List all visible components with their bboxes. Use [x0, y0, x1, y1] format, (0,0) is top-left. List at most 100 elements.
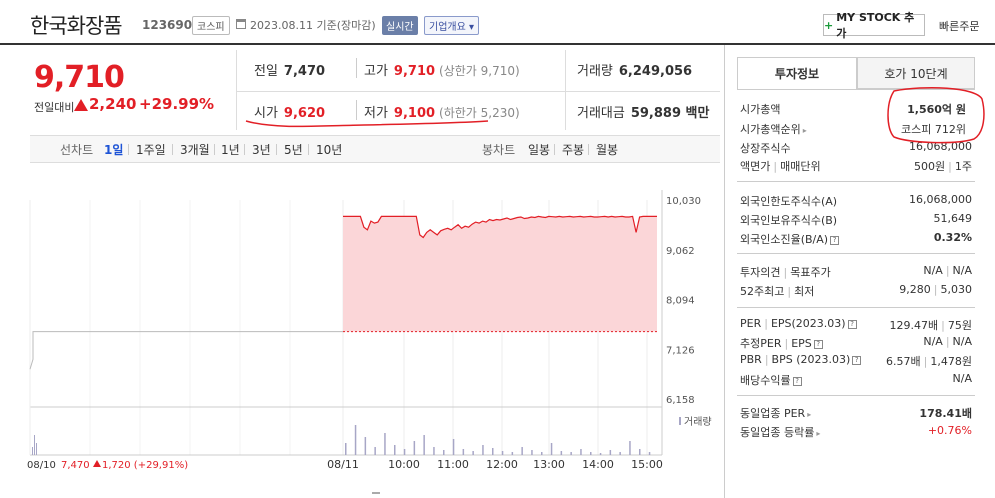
- tab-weekly-candle[interactable]: 주봉: [562, 143, 585, 157]
- tab-orderbook[interactable]: 호가 10단계: [857, 57, 975, 89]
- volume-bar: [433, 447, 435, 455]
- tab-1week[interactable]: 1주일: [136, 143, 166, 157]
- volume-legend-swatch: [679, 417, 681, 425]
- row-label-text: 액면가: [740, 160, 771, 173]
- row-label: PBR | BPS (2023.03)?: [740, 353, 862, 366]
- stat-label: 전일: [254, 64, 278, 79]
- row-label-text: 투자의견: [740, 266, 781, 279]
- x-tick-label: 11:00: [437, 458, 469, 471]
- divider: [554, 144, 555, 155]
- divider: [737, 181, 975, 182]
- row-per-eps: PER | EPS(2023.03)? 129.47배 | 75원: [740, 317, 972, 333]
- row-value: N/A: [952, 372, 972, 385]
- row-label: 외국인보유주식수(B): [740, 214, 838, 227]
- divider: [214, 144, 215, 155]
- volume-bar: [32, 447, 33, 455]
- row-industry-per[interactable]: 동일업종 PER ▸ 178.41배: [740, 405, 972, 421]
- prev-day-change: 1,720 (+29,91%): [102, 460, 188, 471]
- help-icon[interactable]: ?: [852, 356, 862, 365]
- mystock-label: MY STOCK 추가: [836, 11, 915, 40]
- prev-day-label: 08/10: [27, 460, 56, 471]
- help-icon[interactable]: ?: [830, 236, 840, 245]
- add-mystock-button[interactable]: + MY STOCK 추가: [823, 11, 925, 40]
- divider: [128, 144, 129, 155]
- row-value-text: 129.47배: [889, 319, 939, 332]
- help-icon[interactable]: ?: [813, 340, 823, 349]
- divider: [356, 100, 357, 120]
- tab-10year[interactable]: 10년: [316, 143, 343, 157]
- divider: [172, 144, 173, 155]
- tab-invest-info[interactable]: 투자정보: [737, 57, 857, 89]
- x-tick-label: 08/11: [327, 458, 359, 471]
- row-value: 1,560억 원: [907, 103, 966, 116]
- row-value-text: 75원: [947, 319, 972, 332]
- tab-1day[interactable]: 1일: [104, 143, 124, 157]
- stat-value: 9,710: [393, 64, 436, 79]
- row-label: 추정PER | EPS?: [740, 335, 823, 351]
- chevron-right-icon: ▸: [807, 410, 812, 419]
- separator: |: [945, 335, 950, 348]
- panel-divider: [724, 45, 725, 498]
- company-info-dropdown[interactable]: 기업개요 ▾: [424, 16, 480, 35]
- row-value: 6.57배 | 1,478원: [886, 353, 972, 369]
- row-label: 동일업종 등락률 ▸: [740, 424, 820, 440]
- stat-volume: 거래량 6,249,056: [577, 60, 692, 79]
- row-value: 16,068,000: [909, 193, 972, 206]
- help-icon[interactable]: ?: [792, 377, 802, 386]
- stat-label: 거래량: [577, 64, 613, 79]
- volume-bar: [648, 452, 651, 455]
- row-label: 투자의견 | 목표주가: [740, 264, 831, 280]
- row-label: 시가총액순위 ▸: [740, 121, 807, 137]
- help-icon[interactable]: ?: [847, 320, 857, 329]
- row-foreign-limit: 외국인한도주식수(A) 16,068,000: [740, 193, 972, 209]
- divider: [237, 91, 720, 92]
- up-arrow-icon: [93, 460, 101, 467]
- row-label-text: 외국인소진율(B/A): [740, 233, 829, 246]
- price-diff: 2,240: [89, 95, 137, 113]
- price-chart[interactable]: 10,030 9,062 8,094 7,126 6,158 거래량 08/11 10:00 1…: [0, 163, 725, 498]
- chevron-down-icon: ▾: [469, 22, 475, 33]
- calendar-icon: [236, 19, 246, 29]
- x-tick-label: 12:00: [486, 458, 518, 471]
- stat-label: 고가: [364, 64, 388, 79]
- row-industry-rate[interactable]: 동일업종 등락률 ▸ +0.76%: [740, 424, 972, 440]
- divider: [737, 307, 975, 308]
- row-label: 배당수익률?: [740, 372, 802, 388]
- row-market-cap-rank[interactable]: 시가총액순위 ▸ 코스피 712위: [740, 121, 972, 137]
- row-foreign-ratio: 외국인소진율(B/A)? 0.32%: [740, 231, 972, 247]
- volume-bar: [570, 452, 572, 455]
- company-name: 한국화장품: [30, 14, 123, 38]
- volume-bar: [34, 435, 35, 455]
- row-label: 52주최고 | 최저: [740, 283, 814, 299]
- volume-bar: [492, 448, 494, 455]
- row-value: 500원 | 1주: [914, 158, 972, 174]
- row-label-text: 최저: [794, 285, 815, 298]
- volume-bar: [580, 449, 582, 455]
- row-value: 178.41배: [919, 407, 972, 420]
- volume-bar: [423, 435, 425, 455]
- row-value-text: 500원: [914, 160, 946, 173]
- tab-5year[interactable]: 5년: [284, 143, 303, 157]
- separator: |: [945, 264, 950, 277]
- chevron-right-icon: ▸: [816, 429, 821, 438]
- divider: [737, 395, 975, 396]
- volume-bar: [482, 445, 484, 455]
- row-value-text: 6.57배: [886, 355, 921, 368]
- row-label-text: 52주최고: [740, 285, 785, 298]
- row-label-text: 목표주가: [790, 266, 831, 279]
- tab-monthly-candle[interactable]: 월봉: [596, 143, 619, 157]
- quick-order-link[interactable]: 빠른주문: [939, 20, 980, 33]
- price-summary: 9,710 전일대비 2,240 +29.99%: [30, 56, 235, 134]
- tab-1year[interactable]: 1년: [221, 143, 240, 157]
- tab-daily-candle[interactable]: 일봉: [528, 143, 551, 157]
- row-label: 외국인소진율(B/A)?: [740, 231, 840, 247]
- realtime-button[interactable]: 실시간: [382, 16, 418, 35]
- row-label-text: PBR: [740, 353, 762, 366]
- stat-amount: 거래대금 59,889 백만: [577, 102, 709, 121]
- separator: |: [787, 285, 792, 298]
- row-value: 코스피 712위: [901, 123, 966, 136]
- line-chart-label: 선차트: [60, 143, 94, 157]
- tab-3year[interactable]: 3년: [252, 143, 271, 157]
- row-value-text: 1,478원: [930, 355, 972, 368]
- tab-3month[interactable]: 3개월: [180, 143, 210, 157]
